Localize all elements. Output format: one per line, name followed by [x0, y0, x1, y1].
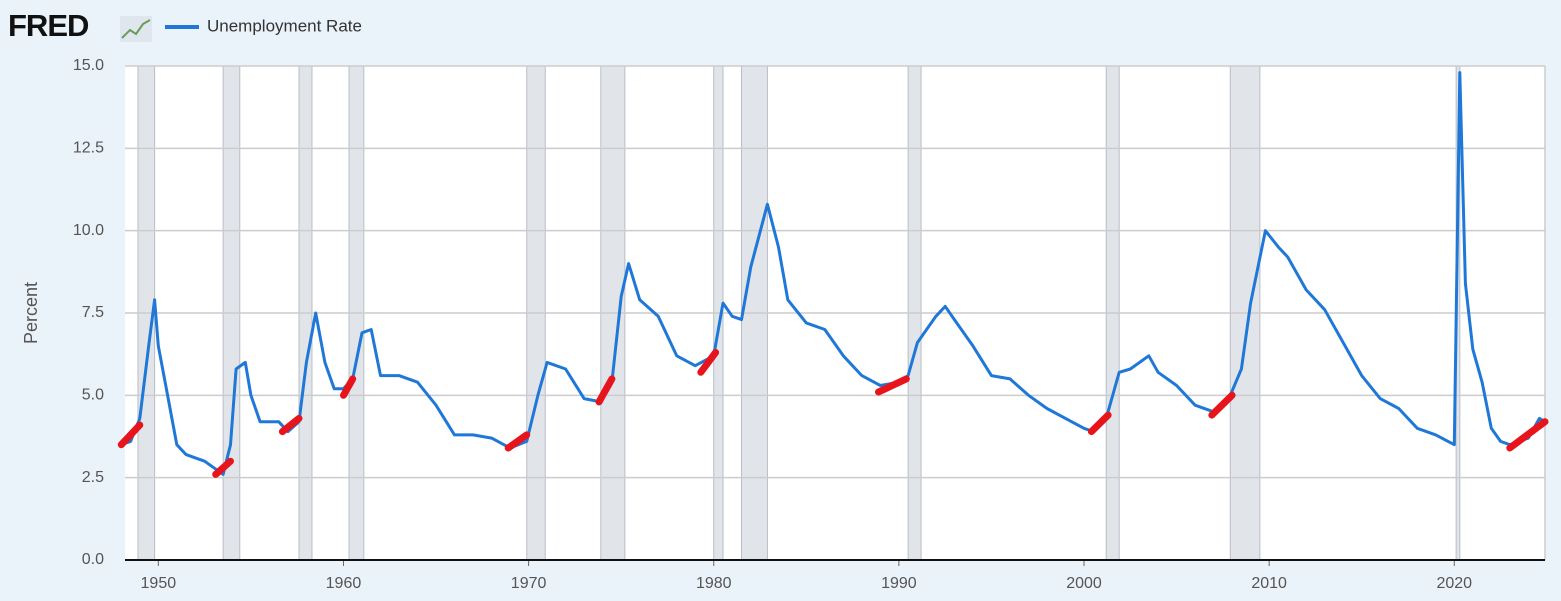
highlight-segment	[1506, 418, 1549, 452]
logo: FRED	[8, 8, 89, 43]
highlight-segment	[117, 421, 144, 449]
x-tick-label: 1970	[511, 575, 547, 592]
highlight-segment	[212, 457, 234, 478]
y-tick-label: 5.0	[82, 387, 104, 404]
highlight-segment	[504, 431, 531, 452]
x-tick-label: 2010	[1251, 575, 1287, 592]
x-tick-label: 1980	[696, 575, 732, 592]
highlight-segment	[1208, 391, 1236, 419]
line	[120, 71, 1546, 476]
y-tick-label: 0.0	[82, 551, 104, 568]
highlight-segment	[697, 349, 720, 376]
highlight-segment	[1087, 411, 1112, 436]
highlight-segment	[595, 375, 616, 406]
x-tick-label: 2020	[1436, 575, 1472, 592]
y-tick-label: 2.5	[82, 469, 104, 486]
highlight-segment	[340, 375, 357, 399]
y-axis-label: Percent	[21, 282, 41, 344]
x-tick-label: 1960	[326, 575, 362, 592]
legend-label: Unemployment Rate	[207, 16, 362, 35]
highlight-segment	[875, 375, 910, 396]
x-tick-label: 1990	[881, 575, 917, 592]
y-tick-label: 12.5	[73, 140, 104, 157]
y-tick-label: 10.0	[73, 222, 104, 239]
x-tick-label: 1950	[141, 575, 177, 592]
y-tick-label: 7.5	[82, 304, 104, 321]
x-tick-label: 2000	[1066, 575, 1102, 592]
y-tick-label: 15.0	[73, 57, 104, 74]
highlight-segment	[278, 414, 303, 436]
logo-icon	[120, 16, 152, 42]
